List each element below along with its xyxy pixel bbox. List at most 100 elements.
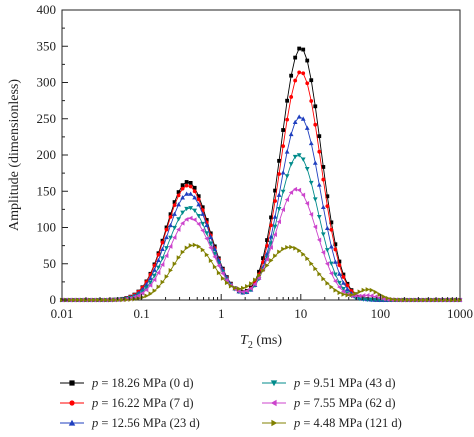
y-tick-label: 100 xyxy=(37,220,57,235)
data-point xyxy=(196,244,202,249)
data-point xyxy=(312,197,318,202)
legend-swatch-marker xyxy=(270,399,277,407)
series-1 xyxy=(60,46,462,302)
series-line xyxy=(62,188,460,301)
data-point xyxy=(337,284,342,290)
data-point xyxy=(308,140,314,146)
data-point xyxy=(321,276,326,282)
data-point xyxy=(337,259,342,264)
legend-label-text: = 12.56 MPa (23 d) xyxy=(98,416,200,430)
data-point xyxy=(144,293,149,299)
x-axis-label: T2 (ms) xyxy=(240,333,282,351)
data-point xyxy=(204,231,210,236)
legend-item: p = 7.55 MPa (62 d) xyxy=(262,396,396,410)
data-point xyxy=(204,222,210,228)
data-point xyxy=(180,186,185,191)
data-point xyxy=(373,289,378,295)
data-point xyxy=(212,251,218,257)
data-point xyxy=(345,286,350,292)
data-point xyxy=(413,297,419,303)
data-point xyxy=(176,202,181,207)
data-point xyxy=(405,297,411,303)
data-point xyxy=(208,231,213,236)
legend-label: p = 7.55 MPa (62 d) xyxy=(293,396,396,410)
data-point xyxy=(172,200,177,204)
legend-item: p = 12.56 MPa (23 d) xyxy=(60,416,200,430)
legend-label-text: = 16.22 MPa (7 d) xyxy=(98,396,193,410)
data-point xyxy=(168,212,173,217)
y-tick-label: 50 xyxy=(43,256,56,271)
data-point xyxy=(180,210,185,215)
data-point xyxy=(148,275,153,280)
data-point xyxy=(333,242,338,247)
data-point xyxy=(208,245,213,251)
data-point xyxy=(273,199,277,203)
data-point xyxy=(200,247,206,253)
data-point xyxy=(325,280,330,286)
data-point xyxy=(108,297,113,303)
data-point xyxy=(184,245,190,251)
data-point xyxy=(389,296,395,302)
data-point xyxy=(160,246,165,252)
data-point xyxy=(212,264,218,270)
data-point xyxy=(100,297,105,303)
y-tick-label: 150 xyxy=(37,183,57,198)
data-point xyxy=(224,280,230,286)
data-point xyxy=(136,293,141,298)
data-point xyxy=(296,114,302,119)
legend-label-text: = 7.55 MPa (62 d) xyxy=(300,396,395,410)
data-point xyxy=(280,207,286,213)
data-point xyxy=(284,197,290,202)
data-point xyxy=(256,275,261,281)
data-point xyxy=(337,280,342,286)
data-point xyxy=(261,268,266,273)
data-point xyxy=(236,286,242,292)
data-point xyxy=(357,293,362,299)
data-point xyxy=(152,288,157,294)
data-point xyxy=(308,180,314,186)
data-point xyxy=(280,189,286,194)
data-point xyxy=(180,195,185,200)
data-point xyxy=(124,297,129,303)
data-point xyxy=(208,234,214,240)
data-point xyxy=(276,207,282,212)
data-point xyxy=(353,291,358,296)
data-point xyxy=(309,99,314,103)
data-point xyxy=(180,220,185,226)
data-point xyxy=(261,256,265,261)
data-point xyxy=(312,224,318,230)
legend-label-variable: p xyxy=(91,376,98,390)
data-point xyxy=(341,272,346,277)
legend: p = 18.26 MPa (0 d)p = 16.22 MPa (7 d)p … xyxy=(60,376,402,430)
y-tick-label: 350 xyxy=(37,38,57,53)
data-point xyxy=(208,241,214,246)
data-point xyxy=(317,271,322,277)
legend-item: p = 9.51 MPa (43 d) xyxy=(262,376,396,390)
data-point xyxy=(212,254,217,260)
data-point xyxy=(341,287,346,292)
data-point xyxy=(324,248,330,253)
data-point xyxy=(292,119,298,125)
y-tick-label: 200 xyxy=(37,147,57,162)
data-point xyxy=(200,221,206,227)
data-point xyxy=(273,253,278,259)
data-point xyxy=(160,240,165,245)
legend-swatch-marker xyxy=(270,380,278,387)
series-6 xyxy=(60,242,463,303)
data-point xyxy=(148,283,153,288)
data-point xyxy=(289,73,294,78)
data-point xyxy=(272,214,278,219)
data-point xyxy=(316,215,322,220)
data-point xyxy=(228,283,234,289)
data-point xyxy=(249,281,254,286)
data-point xyxy=(272,232,277,238)
data-point xyxy=(224,277,229,283)
data-point xyxy=(284,174,290,179)
legend-label-variable: p xyxy=(91,416,98,430)
y-tick-label: 400 xyxy=(37,2,57,17)
data-point xyxy=(329,227,334,232)
data-point xyxy=(320,232,326,237)
data-point xyxy=(369,293,374,299)
data-point xyxy=(281,246,286,252)
